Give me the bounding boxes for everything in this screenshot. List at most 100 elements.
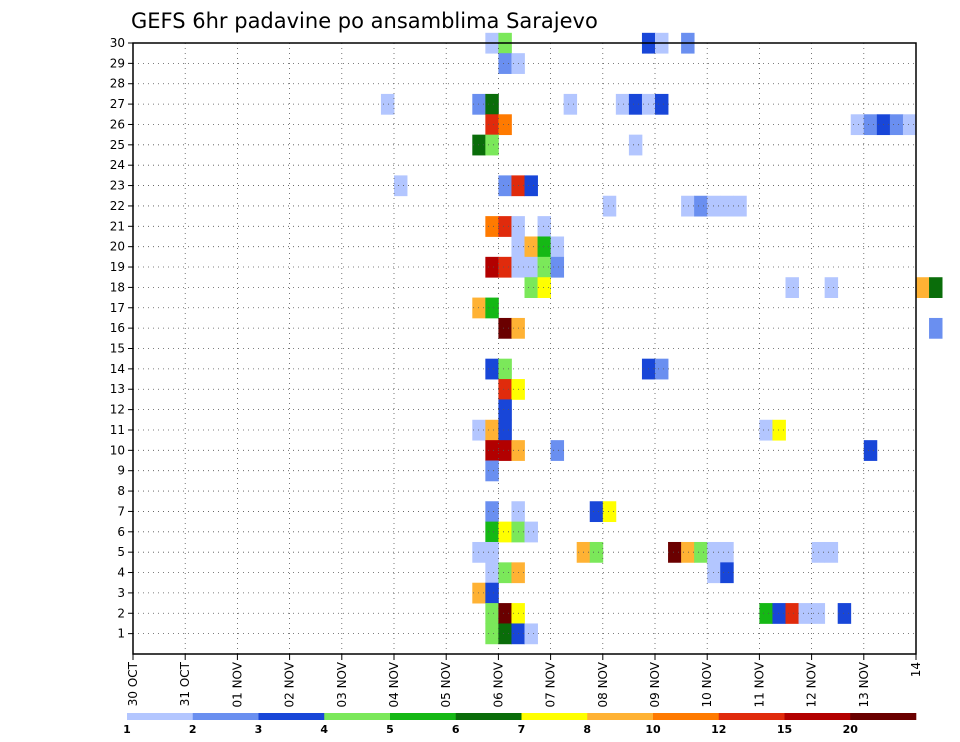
heatmap-cell (498, 399, 512, 421)
heatmap-cell (681, 195, 695, 217)
heatmap-cell (537, 277, 551, 298)
heatmap-cell (394, 175, 408, 197)
heatmap-cell (916, 277, 930, 298)
legend-swatch (587, 713, 654, 720)
x-tick-label: 14 (909, 662, 923, 677)
legend-label: 7 (518, 723, 526, 736)
heatmap-cell (602, 195, 617, 217)
legend-label: 10 (645, 723, 661, 736)
y-tick-label: 18 (110, 280, 125, 294)
heatmap-cell (498, 623, 512, 645)
heatmap-cell (537, 236, 551, 258)
legend-swatch (455, 713, 522, 720)
legend-swatch (390, 713, 457, 720)
legend-label: 1 (123, 723, 131, 736)
plot-frame (132, 42, 917, 655)
heatmap-cell (472, 93, 486, 115)
heatmap-cell (485, 297, 499, 319)
heatmap-cell (485, 623, 499, 645)
heatmap-cell (472, 419, 486, 441)
heatmap-cell (498, 317, 512, 339)
heatmap-cell (772, 603, 786, 624)
y-tick-label: 29 (110, 56, 125, 70)
x-tick-label: 09 NOV (648, 661, 662, 707)
heatmap-cell (498, 358, 512, 380)
legend-swatch (127, 713, 194, 720)
y-tick-label: 26 (110, 117, 125, 131)
heatmap-cell (759, 603, 773, 624)
heatmap-cell (498, 216, 512, 237)
heatmap-cell (655, 93, 669, 115)
heatmap-cell (537, 216, 551, 237)
x-tick-label: 12 NOV (805, 661, 819, 707)
heatmap-cell (380, 93, 395, 115)
heatmap-cell (550, 236, 565, 258)
heatmap-cell (850, 114, 865, 136)
legend-label: 15 (777, 723, 792, 736)
heatmap-cell (668, 541, 682, 563)
y-tick-label: 4 (117, 566, 125, 580)
heatmap-cell (498, 562, 512, 584)
x-tick-label: 04 NOV (387, 661, 401, 707)
x-tick-label: 01 NOV (230, 661, 244, 707)
heatmap-cell (902, 114, 917, 136)
color-legend: 1 2 3 4 5 6 7 8 10 12 15 20 (123, 713, 917, 736)
y-tick-label: 23 (110, 179, 125, 193)
heatmap-cell (824, 277, 839, 298)
x-tick-label: 06 NOV (491, 661, 505, 707)
legend-swatch (324, 713, 391, 720)
heatmap-cell (485, 501, 499, 523)
heatmap-cell (798, 603, 812, 624)
legend-swatch (521, 713, 588, 720)
heatmap-cell (524, 236, 538, 258)
legend-label: 5 (386, 723, 394, 736)
y-tick-label: 11 (110, 423, 125, 437)
y-tick-label: 22 (110, 199, 125, 213)
y-tick-label: 1 (117, 627, 125, 641)
heatmap-cell (498, 114, 512, 136)
legend-label: 8 (583, 723, 591, 736)
x-tick-label: 30 OCT (126, 661, 140, 706)
heatmap-cell (694, 541, 708, 563)
heatmap-cell (720, 541, 734, 563)
heatmap-cell (524, 175, 538, 197)
x-tick-label: 02 NOV (283, 661, 297, 707)
heatmap-cell (485, 603, 499, 624)
heatmap-cell (498, 53, 512, 74)
legend-label: 20 (843, 723, 859, 736)
heatmap-cell (485, 419, 499, 441)
heatmap-cell (889, 114, 904, 136)
heatmap-cell (524, 521, 538, 543)
heatmap-cell (628, 93, 643, 115)
heatmap-cell (498, 603, 512, 624)
heatmap-cell (589, 501, 604, 523)
heatmap-cell (485, 134, 499, 156)
legend-swatch (653, 713, 720, 720)
x-tick-label: 11 NOV (752, 661, 766, 707)
heatmap-cell (498, 175, 512, 197)
y-tick-label: 6 (117, 525, 125, 539)
x-tick-label: 05 NOV (439, 661, 453, 707)
heatmap-cell (785, 603, 799, 624)
heatmap-cell (772, 419, 786, 441)
heatmap-cell (485, 582, 499, 604)
y-tick-label: 27 (110, 97, 125, 111)
x-tick-label: 10 NOV (700, 661, 714, 707)
legend-label: 4 (320, 723, 328, 736)
heatmap-cell (720, 562, 734, 584)
y-tick-label: 19 (110, 260, 125, 274)
heatmap-cell (759, 419, 773, 441)
heatmap-cell (485, 541, 499, 563)
heatmap-cell (929, 277, 943, 298)
heatmap-cell (550, 256, 565, 278)
x-tick-label: 07 NOV (544, 661, 558, 707)
legend-label: 6 (452, 723, 460, 736)
y-tick-label: 14 (110, 362, 125, 376)
heatmap-cell (837, 603, 852, 624)
x-tick-label: 13 NOV (857, 661, 871, 707)
legend-swatch (258, 713, 325, 720)
legend-swatch (850, 713, 917, 720)
heatmap-cell (472, 134, 486, 156)
heatmap-cell (550, 440, 565, 461)
